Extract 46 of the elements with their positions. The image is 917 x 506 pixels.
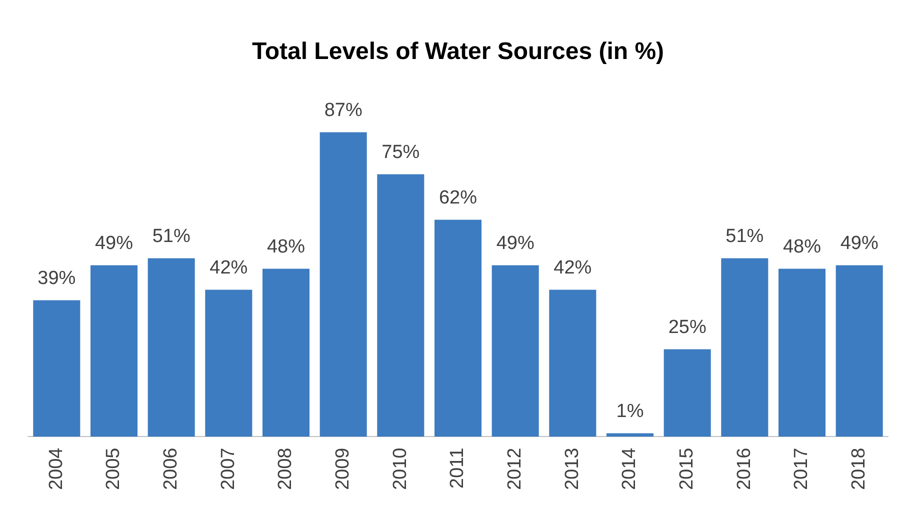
data-label: 49%: [496, 233, 534, 254]
x-tick-label: 2011: [447, 448, 468, 489]
bar: [721, 258, 768, 437]
data-label: 25%: [668, 316, 706, 338]
x-tick-label: 2010: [390, 448, 411, 490]
bar: [148, 258, 195, 437]
bar: [90, 265, 138, 437]
bar: [606, 433, 654, 437]
data-label: 42%: [554, 257, 592, 278]
x-tick-label: 2007: [218, 448, 239, 490]
x-tick-label: 2005: [103, 448, 124, 490]
bar: [778, 268, 826, 437]
bar: [836, 265, 883, 437]
bar: [664, 349, 711, 437]
bar: [549, 290, 596, 437]
x-tick-label: 2017: [791, 448, 812, 490]
data-label: 62%: [438, 188, 478, 209]
bar: [33, 300, 80, 437]
data-label: 75%: [382, 142, 420, 164]
data-label: 39%: [38, 268, 76, 289]
data-label: 87%: [324, 100, 362, 122]
x-tick-label: 2014: [619, 447, 640, 490]
x-tick-label: 2009: [332, 448, 354, 490]
data-label: 42%: [210, 257, 248, 278]
chart-title: Total Levels of Water Sources (in %): [252, 38, 664, 66]
x-tick-label: 2006: [160, 448, 182, 490]
data-label: 51%: [726, 226, 764, 247]
x-tick-label: 2015: [676, 448, 698, 490]
data-label: 48%: [782, 236, 822, 258]
bar: [320, 132, 367, 437]
data-label: 51%: [152, 226, 190, 247]
x-tick-label: 2012: [504, 448, 526, 490]
x-tick-label: 2004: [46, 447, 67, 490]
bar: [205, 290, 252, 437]
data-label: 48%: [266, 236, 306, 258]
data-label: 49%: [94, 233, 134, 254]
bar: [434, 220, 482, 437]
data-label: 1%: [616, 400, 644, 422]
bar: [377, 174, 424, 437]
x-tick-label: 2008: [275, 448, 296, 490]
data-label: 49%: [840, 233, 878, 254]
x-tick-label: 2013: [562, 448, 583, 490]
x-tick-label: 2018: [848, 448, 870, 490]
bar: [492, 265, 539, 437]
bar: [262, 268, 310, 437]
x-tick-label: 2016: [734, 448, 755, 490]
